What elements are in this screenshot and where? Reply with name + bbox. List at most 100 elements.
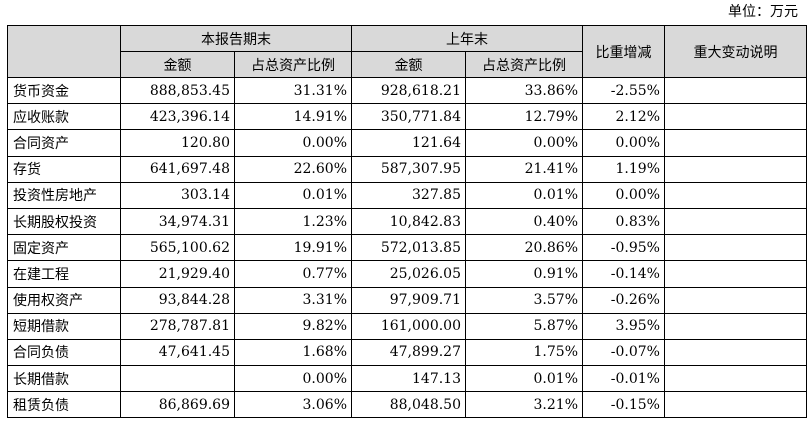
item-cell: 租赁负债 — [7, 391, 121, 419]
explanation-cell — [664, 338, 807, 367]
header-row-top: 本报告期末 上年末 比重增减 重大变动说明 — [7, 25, 807, 78]
header-cur-ratio: 占总资产比例 — [234, 51, 352, 78]
table-row: 短期借款 278,787.81 9.82% 161,000.00 5.87% 3.95% — [7, 312, 807, 340]
current-ratio-cell: 1.68% — [234, 338, 352, 367]
item-cell: 合同负债 — [7, 338, 121, 367]
change-cell: -0.95% — [582, 234, 665, 262]
table-row: 投资性房地产 303.14 0.01% 327.85 0.01% 0.00% — [7, 181, 807, 209]
prior-ratio-cell: 0.01% — [465, 365, 583, 393]
header-item-blank — [7, 25, 121, 78]
explanation-cell — [664, 260, 807, 288]
current-ratio-cell: 22.60% — [234, 155, 352, 183]
explanation-cell — [664, 234, 807, 262]
current-amount-cell: 21,929.40 — [120, 260, 235, 288]
unit-label: 单位：万元 — [728, 4, 798, 20]
prior-ratio-cell: 5.87% — [465, 312, 583, 340]
prior-ratio-cell: 0.91% — [465, 260, 583, 288]
explanation-cell — [664, 155, 807, 183]
table-body: 货币资金 888,853.45 31.31% 928,618.21 33.86% -2.5… — [7, 76, 807, 419]
item-cell: 投资性房地产 — [7, 181, 121, 209]
item-cell: 应收账款 — [7, 103, 121, 131]
change-cell: -0.01% — [582, 365, 665, 393]
prior-ratio-cell: 12.79% — [465, 103, 583, 131]
header-cur-amount: 金额 — [120, 51, 235, 78]
item-cell: 在建工程 — [7, 260, 121, 288]
current-amount-cell — [120, 365, 235, 393]
current-amount-cell: 423,396.14 — [120, 103, 235, 131]
header-period-end: 本报告期末 — [120, 25, 352, 52]
prior-amount-cell: 327.85 — [351, 181, 466, 209]
table-row: 应收账款 423,396.14 14.91% 350,771.84 12.79% 2.12… — [7, 103, 807, 131]
change-cell: -0.14% — [582, 260, 665, 288]
item-cell: 长期股权投资 — [7, 207, 121, 236]
explanation-cell — [664, 76, 807, 105]
current-ratio-cell: 1.23% — [234, 207, 352, 236]
current-amount-cell: 86,869.69 — [120, 391, 235, 419]
explanation-cell — [664, 129, 807, 157]
asset-liability-table: 本报告期末 上年末 比重增减 重大变动说明 金额 占总资产比例 金额 占总资产比… — [7, 25, 807, 419]
prior-amount-cell: 121.64 — [351, 129, 466, 157]
item-cell: 固定资产 — [7, 234, 121, 262]
header-prev-amount: 金额 — [351, 51, 466, 78]
prior-amount-cell: 97,909.71 — [351, 286, 466, 314]
table-row: 合同资产 120.80 0.00% 121.64 0.00% 0.00% — [7, 129, 807, 157]
current-ratio-cell: 0.00% — [234, 129, 352, 157]
change-cell: -0.15% — [582, 391, 665, 419]
current-ratio-cell: 9.82% — [234, 312, 352, 340]
prior-amount-cell: 88,048.50 — [351, 391, 466, 419]
table-row: 货币资金 888,853.45 31.31% 928,618.21 33.86% -2.5… — [7, 76, 807, 105]
current-ratio-cell: 14.91% — [234, 103, 352, 131]
change-cell: 0.83% — [582, 207, 665, 236]
prior-amount-cell: 572,013.85 — [351, 234, 466, 262]
change-cell: 0.00% — [582, 181, 665, 209]
prior-amount-cell: 10,842.83 — [351, 207, 466, 236]
explanation-cell — [664, 365, 807, 393]
explanation-cell — [664, 103, 807, 131]
prior-amount-cell: 350,771.84 — [351, 103, 466, 131]
explanation-cell — [664, 391, 807, 419]
item-cell: 存货 — [7, 155, 121, 183]
table-row: 在建工程 21,929.40 0.77% 25,026.05 0.91% -0.14% — [7, 260, 807, 288]
table-row: 租赁负债 86,869.69 3.06% 88,048.50 3.21% -0.15% — [7, 391, 807, 419]
table-row: 合同负债 47,641.45 1.68% 47,899.27 1.75% -0.07% — [7, 338, 807, 367]
header-explanation: 重大变动说明 — [664, 25, 807, 78]
prior-ratio-cell: 0.00% — [465, 129, 583, 157]
prior-amount-cell: 47,899.27 — [351, 338, 466, 367]
item-cell: 合同资产 — [7, 129, 121, 157]
prior-amount-cell: 25,026.05 — [351, 260, 466, 288]
table-row: 固定资产 565,100.62 19.91% 572,013.85 20.86% -0.9… — [7, 234, 807, 262]
current-amount-cell: 93,844.28 — [120, 286, 235, 314]
prior-amount-cell: 587,307.95 — [351, 155, 466, 183]
current-amount-cell: 565,100.62 — [120, 234, 235, 262]
item-cell: 使用权资产 — [7, 286, 121, 314]
change-cell: 1.19% — [582, 155, 665, 183]
change-cell: -0.26% — [582, 286, 665, 314]
prior-amount-cell: 147.13 — [351, 365, 466, 393]
change-cell: 2.12% — [582, 103, 665, 131]
current-amount-cell: 278,787.81 — [120, 312, 235, 340]
current-ratio-cell: 3.31% — [234, 286, 352, 314]
current-amount-cell: 888,853.45 — [120, 76, 235, 105]
prior-ratio-cell: 0.01% — [465, 181, 583, 209]
prior-ratio-cell: 3.21% — [465, 391, 583, 419]
change-cell: -2.55% — [582, 76, 665, 105]
explanation-cell — [664, 286, 807, 314]
prior-ratio-cell: 1.75% — [465, 338, 583, 367]
explanation-cell — [664, 312, 807, 340]
current-ratio-cell: 3.06% — [234, 391, 352, 419]
item-cell: 长期借款 — [7, 365, 121, 393]
item-cell: 货币资金 — [7, 76, 121, 105]
current-ratio-cell: 31.31% — [234, 76, 352, 105]
prior-ratio-cell: 0.40% — [465, 207, 583, 236]
current-ratio-cell: 0.77% — [234, 260, 352, 288]
prior-amount-cell: 161,000.00 — [351, 312, 466, 340]
table-row: 存货 641,697.48 22.60% 587,307.95 21.41% 1.19% — [7, 155, 807, 183]
current-ratio-cell: 0.01% — [234, 181, 352, 209]
change-cell: -0.07% — [582, 338, 665, 367]
table-row: 长期借款 0.00% 147.13 0.01% -0.01% — [7, 365, 807, 393]
current-amount-cell: 303.14 — [120, 181, 235, 209]
current-ratio-cell: 0.00% — [234, 365, 352, 393]
prior-ratio-cell: 21.41% — [465, 155, 583, 183]
current-amount-cell: 120.80 — [120, 129, 235, 157]
current-amount-cell: 641,697.48 — [120, 155, 235, 183]
